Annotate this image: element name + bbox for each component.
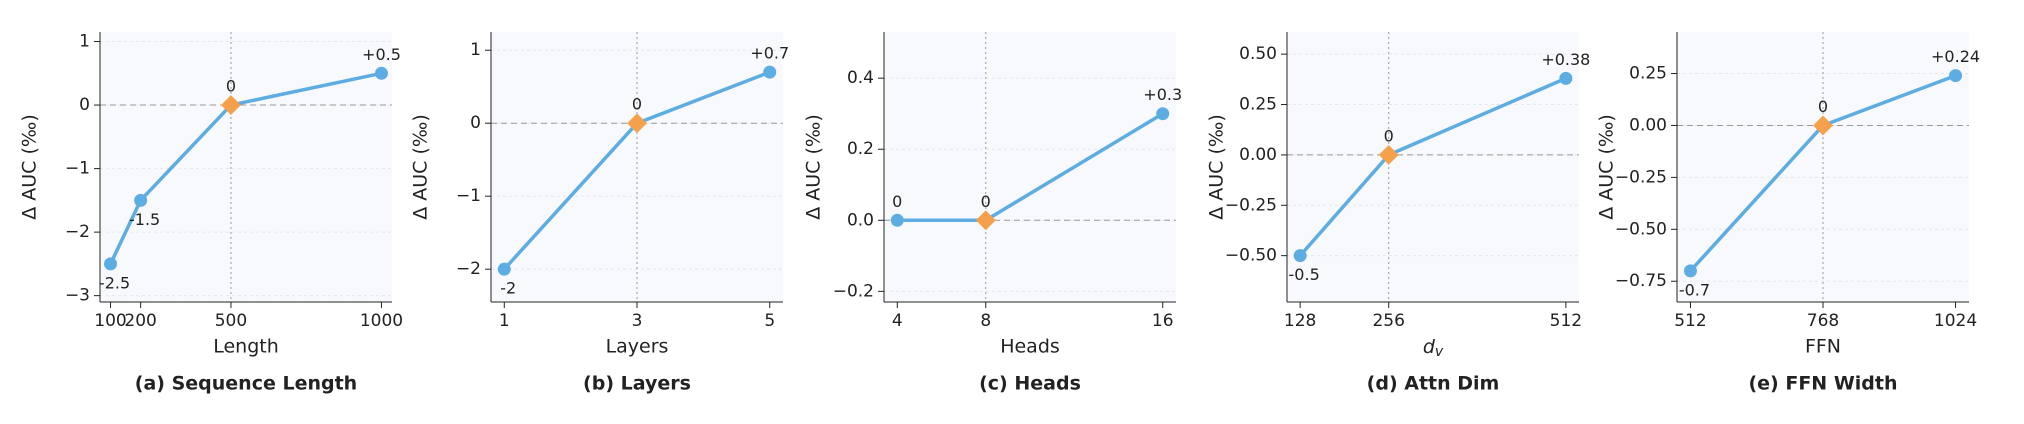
y-tick-label: −0.50 [1615, 219, 1667, 239]
x-tick-label: 1024 [1934, 311, 1977, 331]
x-axis-label: Heads [1000, 336, 1060, 358]
y-tick-label: −0.50 [1225, 246, 1277, 266]
point [1293, 249, 1307, 263]
highlight-point [221, 95, 241, 115]
y-tick-label: −0.75 [1615, 271, 1667, 291]
value-label: 0 [632, 95, 642, 114]
y-axis-label: Δ AUC (‰) [410, 114, 432, 220]
value-label: 0 [1818, 97, 1828, 116]
value-label: +0.24 [1931, 47, 1980, 66]
y-tick-label: 0 [79, 95, 90, 115]
y-tick-label: −1 [456, 186, 481, 206]
point [374, 66, 388, 80]
y-tick-label: 1 [470, 40, 481, 60]
x-tick-label: 1000 [360, 311, 403, 331]
value-label: 0 [226, 77, 236, 96]
x-axis-label: FFN [1805, 336, 1841, 358]
point [1156, 107, 1170, 121]
x-tick-label: 4 [892, 311, 903, 331]
point [890, 213, 904, 227]
x-axis-label-main: d [1423, 336, 1436, 358]
panel-title: (e) FFN Width [1748, 373, 1897, 395]
point [497, 262, 511, 276]
x-tick-label: 100 [94, 311, 126, 331]
x-tick-label: 256 [1372, 311, 1404, 331]
x-tick-label: 768 [1807, 311, 1839, 331]
point [134, 193, 148, 207]
value-label: -0.7 [1679, 280, 1710, 299]
y-tick-label: 0.50 [1239, 44, 1277, 64]
x-tick-label: 8 [980, 311, 991, 331]
panel-title: (a) Sequence Length [135, 373, 357, 395]
highlight-point [1813, 115, 1833, 136]
value-label: +0.7 [750, 44, 789, 63]
value-label: 0 [892, 192, 902, 211]
y-axis-label: Δ AUC (‰) [1206, 114, 1228, 220]
y-tick-label: −2 [65, 222, 90, 242]
y-tick-label: 0.00 [1629, 115, 1667, 135]
value-label: +0.5 [362, 45, 401, 64]
x-tick-label: 512 [1550, 311, 1582, 331]
x-axis-label: Layers [606, 336, 669, 358]
plot-area [100, 32, 392, 302]
highlight-point [1378, 145, 1399, 165]
value-label: +0.3 [1143, 85, 1182, 104]
y-tick-label: 0.00 [1239, 145, 1277, 165]
x-tick-label: 500 [215, 311, 247, 331]
x-tick-label: 1 [499, 311, 510, 331]
y-tick-label: 0.25 [1629, 64, 1667, 84]
x-tick-label: 16 [1152, 311, 1174, 331]
y-tick-label: 1 [79, 32, 90, 52]
y-tick-label: −0.25 [1615, 167, 1667, 187]
x-tick-label: 200 [124, 311, 156, 331]
x-axis-label: Length [213, 336, 279, 358]
y-axis-label: Δ AUC (‰) [803, 114, 825, 220]
point [1683, 264, 1697, 278]
x-tick-label: 3 [632, 311, 643, 331]
x-tick-label: 128 [1284, 311, 1316, 331]
value-label: 0 [981, 192, 991, 211]
value-label: -2 [500, 279, 516, 298]
y-tick-label: 0.2 [847, 139, 874, 159]
x-tick-label: 5 [764, 311, 775, 331]
value-label: -1.5 [129, 210, 160, 229]
y-axis-label: Δ AUC (‰) [19, 114, 41, 220]
value-label: -2.5 [99, 273, 130, 292]
panel-title: (d) Attn Dim [1367, 373, 1500, 395]
plot-area [884, 32, 1176, 302]
y-tick-label: −1 [65, 159, 90, 179]
value-label: 0 [1384, 126, 1394, 145]
x-axis-label: dv [1423, 336, 1444, 361]
y-tick-label: −2 [456, 259, 481, 279]
point [1559, 71, 1573, 85]
x-axis-label-sub: v [1435, 344, 1444, 360]
y-tick-label: 0.0 [847, 210, 874, 230]
y-axis-label: Δ AUC (‰) [1596, 114, 1618, 220]
x-tick-label: 512 [1674, 311, 1706, 331]
y-tick-label: −0.2 [833, 281, 874, 301]
value-label: -0.5 [1289, 265, 1320, 284]
point [1949, 69, 1963, 83]
y-tick-label: 0 [470, 113, 481, 133]
point [763, 65, 777, 79]
panel-title: (b) Layers [583, 373, 691, 395]
y-tick-label: 0.4 [847, 68, 874, 88]
point [104, 257, 118, 271]
panel-title: (c) Heads [979, 373, 1081, 395]
line [108, 71, 382, 265]
plot-area [1287, 32, 1579, 302]
y-tick-label: −3 [65, 286, 90, 306]
y-tick-label: 0.25 [1239, 95, 1277, 115]
value-label: +0.38 [1541, 50, 1590, 69]
y-tick-label: −0.25 [1225, 195, 1277, 215]
